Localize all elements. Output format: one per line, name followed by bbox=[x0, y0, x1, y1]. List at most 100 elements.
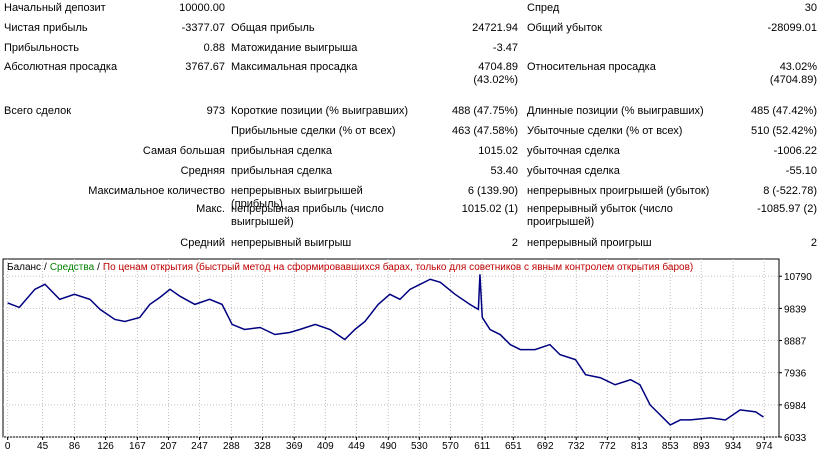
cell-value: -1085.97 (2) bbox=[757, 203, 817, 215]
cell-label: Относительная просадка bbox=[527, 61, 656, 73]
cell-line: 4704.89 bbox=[478, 61, 518, 73]
cell-value: 43.02% (4704.89) bbox=[770, 61, 817, 87]
x-tick-label: 86 bbox=[69, 441, 81, 452]
cell-label: Прибыльность bbox=[4, 42, 79, 54]
legend-entry: Баланс bbox=[7, 262, 41, 273]
cell-label: Чистая прибыль bbox=[4, 22, 88, 34]
cell-label: Спред bbox=[527, 2, 560, 14]
cell-value: 2 bbox=[511, 237, 518, 249]
cell-label: непрерывный проигрыш bbox=[527, 237, 652, 249]
cell-label: Прибыльные сделки (% от всех) bbox=[231, 125, 396, 137]
x-tick-label: 893 bbox=[693, 441, 710, 452]
cell-label: Максимальная просадка bbox=[231, 61, 358, 73]
cell-label: Начальный депозит bbox=[4, 2, 106, 14]
x-tick-label: 772 bbox=[599, 441, 616, 452]
legend: Баланс / Средства / По ценам открытия (быстр… bbox=[7, 261, 693, 273]
plot-area bbox=[2, 258, 780, 438]
cell-label: прибыльная сделка bbox=[231, 145, 333, 157]
cell-value: 6 (139.90) bbox=[467, 185, 518, 197]
cell-value: 2 bbox=[810, 237, 817, 249]
cell-value: -55.10 bbox=[785, 165, 817, 177]
cell-label: непрерывный выигрыш bbox=[231, 237, 352, 249]
cell-label: прибыльная сделка bbox=[231, 165, 333, 177]
balance-line bbox=[7, 274, 764, 426]
cell-value: 8 (-522.78) bbox=[763, 185, 817, 197]
cell-label: непрерывных выигрышей (прибыль) bbox=[231, 185, 363, 210]
cell-value: 973 bbox=[206, 105, 225, 117]
cell-value: 30 bbox=[804, 2, 817, 14]
x-tick-label: 934 bbox=[725, 441, 742, 452]
cell-value: 0.88 bbox=[203, 42, 225, 54]
cell-label: Общая прибыль bbox=[231, 22, 315, 34]
cell-value: 510 (52.42%) bbox=[750, 125, 817, 137]
x-tick-label: 288 bbox=[223, 441, 240, 452]
x-tick-label: 207 bbox=[160, 441, 177, 452]
cell-label: Общий убыток bbox=[527, 22, 602, 34]
cell-value: 24721.94 bbox=[472, 22, 518, 34]
cell-label: непрерывных проигрышей (убыток) bbox=[527, 185, 710, 197]
x-tick-label: 853 bbox=[662, 441, 679, 452]
cell-label: Матожидание выигрыша bbox=[231, 42, 358, 54]
legend-entry: По ценам открытия (быстрый метод на сфор… bbox=[103, 261, 693, 273]
x-tick-label: 247 bbox=[191, 441, 208, 452]
cell-label: Абсолютная просадка bbox=[4, 61, 118, 73]
cell-label: Короткие позиции (% выигравших) bbox=[231, 105, 409, 117]
x-tick-label: 45 bbox=[37, 441, 49, 452]
x-tick-label: 974 bbox=[756, 441, 773, 452]
cell-value: 1015.02 bbox=[478, 145, 518, 157]
cell-value: -28099.01 bbox=[767, 22, 817, 34]
cell-value: -3377.07 bbox=[181, 22, 225, 34]
legend-separator: / bbox=[44, 262, 47, 273]
x-tick-label: 369 bbox=[286, 441, 303, 452]
cell-label: непрерывный убыток (число проигрышей) bbox=[527, 203, 673, 228]
x-tick-label: 651 bbox=[505, 441, 522, 452]
cell-value: 10000.00 bbox=[179, 2, 225, 14]
x-tick-label: 732 bbox=[568, 441, 585, 452]
cell-label: убыточная сделка bbox=[527, 165, 620, 177]
y-tick-label: 6984 bbox=[784, 401, 807, 412]
x-tick-label: 126 bbox=[97, 441, 114, 452]
x-tick-label: 813 bbox=[631, 441, 648, 452]
y-tick-label: 9839 bbox=[784, 304, 807, 315]
cell-label: Убыточные сделки (% от всех) bbox=[527, 125, 683, 137]
legend-separator: / bbox=[97, 262, 100, 273]
y-tick-label: 7936 bbox=[784, 369, 807, 380]
cell-value: Макс. bbox=[196, 203, 225, 215]
cell-value: Максимальное количество bbox=[88, 185, 225, 197]
cell-value: Средняя bbox=[180, 165, 225, 177]
x-tick-label: 0 bbox=[5, 441, 11, 452]
cell-label: Всего сделок bbox=[4, 105, 72, 117]
cell-value: 485 (47.42%) bbox=[750, 105, 817, 117]
cell-value: 1015.02 (1) bbox=[461, 203, 518, 215]
cell-line: (43.02%) bbox=[473, 74, 518, 86]
cell-value: 488 (47.75%) bbox=[451, 105, 518, 117]
y-tick-label: 6033 bbox=[784, 433, 807, 444]
y-tick-label: 8887 bbox=[784, 337, 807, 348]
cell-value: 463 (47.58%) bbox=[451, 125, 518, 137]
cell-label: убыточная сделка bbox=[527, 145, 620, 157]
cell-label: непрерывная прибыль (число выигрышей) bbox=[231, 203, 384, 228]
chart: 6033 6984 7936 8887 9839 10790 0 45 86 126 167 207 2… bbox=[2, 258, 812, 452]
x-tick-label: 167 bbox=[129, 441, 146, 452]
x-tick-label: 409 bbox=[317, 441, 334, 452]
x-tick-label: 490 bbox=[380, 441, 397, 452]
x-tick-label: 570 bbox=[442, 441, 459, 452]
cell-value: -3.47 bbox=[492, 42, 518, 54]
cell-line: 43.02% bbox=[779, 61, 817, 73]
cell-value: 53.40 bbox=[490, 165, 518, 177]
cell-line: (4704.89) bbox=[769, 74, 817, 86]
cell-value: 4704.89 (43.02%) bbox=[473, 61, 518, 87]
x-tick-label: 692 bbox=[537, 441, 554, 452]
x-tick-label: 611 bbox=[474, 441, 490, 452]
cell-value: 3767.67 bbox=[185, 61, 225, 73]
x-tick-label: 449 bbox=[348, 441, 365, 452]
x-tick-label: 530 bbox=[411, 441, 428, 452]
cell-value: -1006.22 bbox=[773, 145, 817, 157]
y-tick-label: 10790 bbox=[784, 272, 812, 283]
cell-label: Длинные позиции (% выигравших) bbox=[527, 105, 704, 117]
x-tick-label: 328 bbox=[254, 441, 271, 452]
cell-value: Средний bbox=[180, 237, 225, 249]
cell-value: Самая большая bbox=[142, 145, 225, 157]
legend-entry: Средства bbox=[50, 262, 95, 273]
